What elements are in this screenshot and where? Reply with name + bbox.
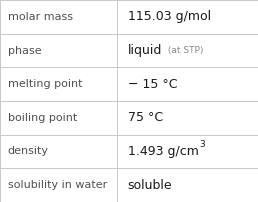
Text: boiling point: boiling point [8, 113, 77, 123]
Text: 115.03 g/mol: 115.03 g/mol [128, 10, 211, 23]
Text: density: density [8, 146, 49, 157]
Text: 1.493 g/cm: 1.493 g/cm [128, 145, 199, 158]
Text: solubility in water: solubility in water [8, 180, 107, 190]
Text: melting point: melting point [8, 79, 82, 89]
Text: 3: 3 [200, 140, 205, 149]
Text: − 15 °C: − 15 °C [128, 78, 177, 91]
Text: molar mass: molar mass [8, 12, 73, 22]
Text: liquid: liquid [128, 44, 162, 57]
Text: (at STP): (at STP) [165, 46, 204, 55]
Text: phase: phase [8, 45, 41, 56]
Text: soluble: soluble [128, 179, 172, 192]
Text: 75 °C: 75 °C [128, 111, 163, 124]
